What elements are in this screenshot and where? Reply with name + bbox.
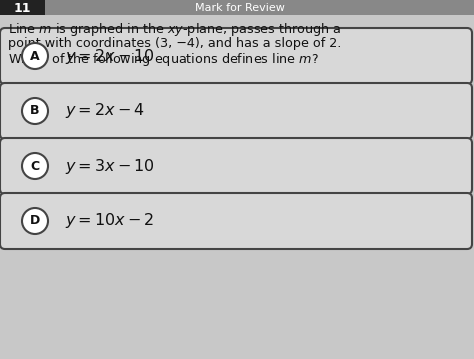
Text: Mark for Review: Mark for Review bbox=[195, 3, 285, 13]
Text: point with coordinates (3, −4), and has a slope of 2.: point with coordinates (3, −4), and has … bbox=[8, 37, 341, 51]
Circle shape bbox=[22, 208, 48, 234]
Text: $y = 10x - 2$: $y = 10x - 2$ bbox=[65, 211, 155, 230]
Text: $y = 3x - 10$: $y = 3x - 10$ bbox=[65, 157, 155, 176]
FancyBboxPatch shape bbox=[0, 193, 472, 249]
Text: D: D bbox=[30, 214, 40, 228]
Text: B: B bbox=[30, 104, 40, 117]
FancyBboxPatch shape bbox=[0, 28, 472, 84]
Circle shape bbox=[22, 43, 48, 69]
FancyBboxPatch shape bbox=[0, 138, 472, 194]
Circle shape bbox=[22, 98, 48, 124]
Text: A: A bbox=[30, 50, 40, 62]
Text: 11: 11 bbox=[13, 1, 31, 14]
Text: $y = 2x - 4$: $y = 2x - 4$ bbox=[65, 102, 145, 121]
Bar bbox=[45, 0, 474, 15]
Text: $y = 2x - 10$: $y = 2x - 10$ bbox=[65, 47, 155, 65]
FancyBboxPatch shape bbox=[0, 83, 472, 139]
Text: Line $m$ is graphed in the $xy$-plane, passes through a: Line $m$ is graphed in the $xy$-plane, p… bbox=[8, 20, 341, 37]
Text: C: C bbox=[30, 159, 39, 173]
Text: Which of the following equations defines line $m$?: Which of the following equations defines… bbox=[8, 51, 319, 67]
Circle shape bbox=[22, 153, 48, 179]
Bar bbox=[0, 0, 45, 15]
